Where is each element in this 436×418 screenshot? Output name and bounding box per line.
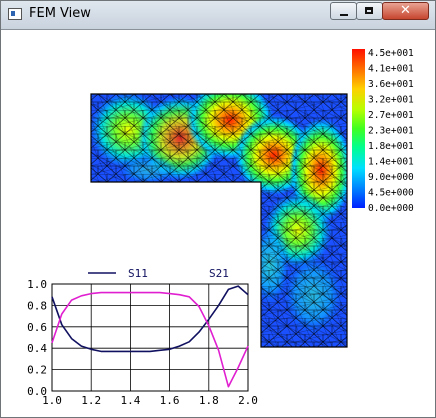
x-tick-label: 1.0 <box>42 394 62 407</box>
colorbar-label: 0.0e+000 <box>368 203 414 214</box>
y-tick-label: 0.0 <box>27 385 47 398</box>
colorbar-label: 9.0e+000 <box>368 172 414 183</box>
legend-label-s11: S11 <box>128 267 148 280</box>
series-line-s11 <box>51 285 249 353</box>
minimize-button[interactable] <box>330 2 357 20</box>
y-tick-label: 0.2 <box>27 364 47 377</box>
plot-background <box>9 261 256 409</box>
title-bar[interactable]: FEM View ✕ <box>1 1 435 30</box>
series-line-s21 <box>51 291 249 388</box>
plot-tick-labels: 1.0 1.2 1.4 1.6 1.8 2.0 1.0 0.8 0.6 0.4 0.2 0.0 <box>27 278 258 407</box>
y-tick-label: 0.4 <box>27 342 47 355</box>
client-area: 4.5e+001 4.1e+001 3.6e+001 3.2e+001 2.7e+001… <box>8 30 429 410</box>
sparam-plot: S11 S21 1.0 1.2 1.4 1.6 1.8 2.0 1.0 0.8 0.6 0.4 0.… <box>9 261 258 409</box>
plot-frame <box>51 283 249 392</box>
x-tick-label: 1.4 <box>120 394 140 407</box>
colorbar-label: 4.5e+000 <box>368 188 414 199</box>
plot-grid <box>51 283 249 392</box>
colorbar-label: 2.3e+001 <box>368 126 414 137</box>
x-tick-label: 1.8 <box>199 394 219 407</box>
fem-boundary <box>90 93 348 348</box>
x-tick-label: 1.6 <box>160 394 180 407</box>
colorbar-labels: 4.5e+001 4.1e+001 3.6e+001 3.2e+001 2.7e+001… <box>368 48 414 214</box>
colorbar-label: 1.4e+001 <box>368 157 414 168</box>
x-tick-label: 2.0 <box>238 394 258 407</box>
colorbar-label: 3.2e+001 <box>368 95 414 106</box>
colorbar-label: 4.1e+001 <box>368 64 414 75</box>
colorbar <box>352 49 365 208</box>
y-tick-label: 0.6 <box>27 321 47 334</box>
plot-series <box>51 285 249 388</box>
y-tick-label: 0.8 <box>27 299 47 312</box>
fem-canvas[interactable]: 4.5e+001 4.1e+001 3.6e+001 3.2e+001 2.7e+001… <box>8 30 429 410</box>
close-button[interactable]: ✕ <box>382 2 429 20</box>
colorbar-label: 4.5e+001 <box>368 48 414 59</box>
app-icon[interactable] <box>8 8 22 20</box>
x-tick-label: 1.2 <box>81 394 101 407</box>
colorbar-label: 3.6e+001 <box>368 79 414 90</box>
close-icon: ✕ <box>400 3 411 18</box>
colorbar-label: 1.8e+001 <box>368 141 414 152</box>
colorbar-label: 2.7e+001 <box>368 110 414 121</box>
legend-label-s21: S21 <box>209 267 229 280</box>
maximize-button[interactable] <box>356 2 383 20</box>
window-title: FEM View <box>29 6 91 21</box>
y-tick-label: 1.0 <box>27 278 47 291</box>
